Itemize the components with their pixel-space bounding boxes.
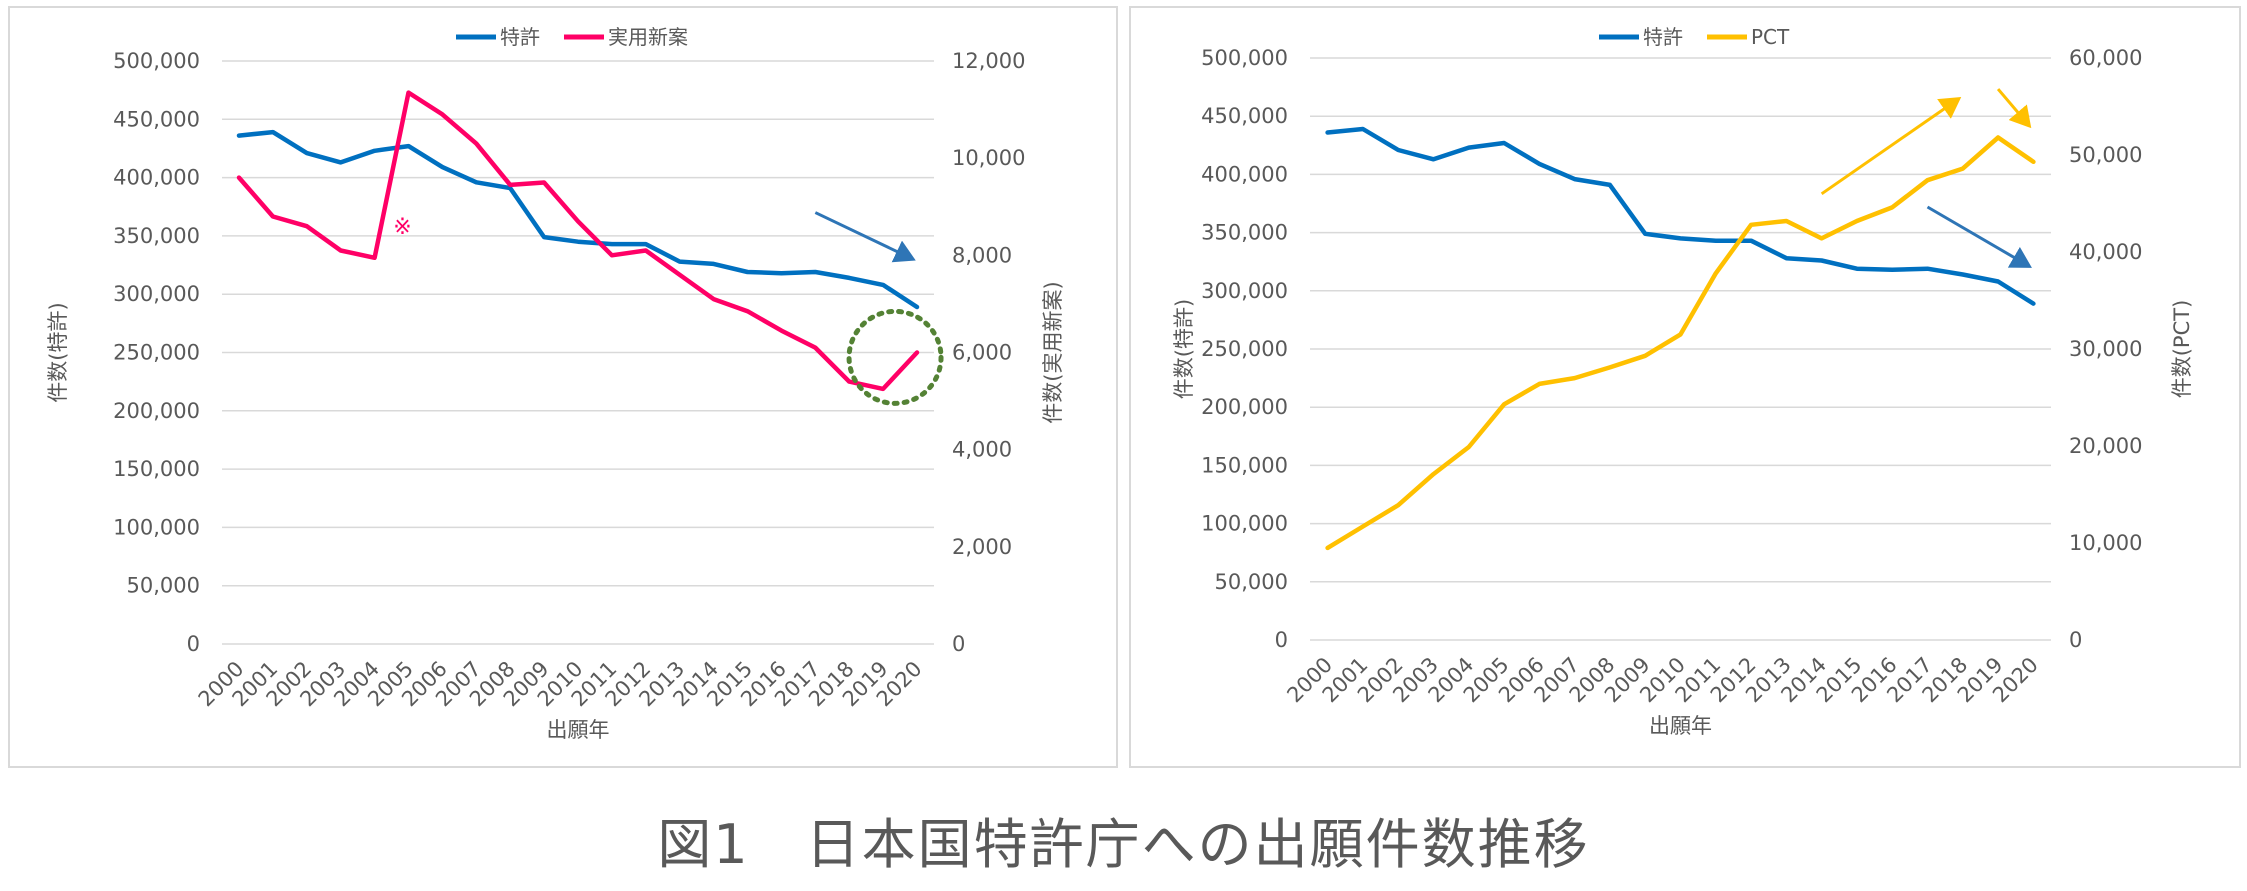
y-left-tick-label: 500,000 <box>113 49 200 73</box>
legend-label: 特許 <box>1643 25 1683 49</box>
trend-arrow <box>1926 205 2032 268</box>
y-right-tick-label: 20,000 <box>2069 434 2142 458</box>
x-axis-title: 出願年 <box>547 718 610 742</box>
y-left-tick-label: 500,000 <box>1201 46 1288 70</box>
note-mark: ※ <box>393 215 411 240</box>
x-axis-title: 出願年 <box>1649 714 1712 738</box>
trend-arrow <box>1996 88 2032 129</box>
y-left-tick-label: 450,000 <box>1201 104 1288 128</box>
y-right-tick-label: 2,000 <box>952 535 1012 559</box>
series-line-left <box>1325 126 2036 306</box>
y-right-tick-label: 50,000 <box>2069 143 2142 167</box>
y-left-tick-label: 100,000 <box>1201 512 1288 536</box>
right-chart-panel: 0 50,000 100,000 150,000 200,000 250,000 300,0… <box>1129 6 2241 768</box>
y-right-axis-title: 件数(実用新案) <box>1041 281 1065 423</box>
legend-label: 特許 <box>500 25 540 49</box>
y-left-tick-label: 50,000 <box>1215 570 1288 594</box>
y-right-tick-label: 60,000 <box>2069 46 2142 70</box>
y-left-axis-title: 件数(特許) <box>46 302 70 402</box>
y-right-tick-label: 6,000 <box>952 341 1012 365</box>
legend-label: 実用新案 <box>608 25 688 49</box>
y-right-tick-label: 40,000 <box>2069 240 2142 264</box>
trend-arrow <box>1820 97 1962 196</box>
y-left-tick-label: 200,000 <box>113 399 200 423</box>
y-left-tick-label: 0 <box>187 632 200 656</box>
figure-caption: 図1 日本国特許庁への出願件数推移 <box>657 813 1590 876</box>
y-right-axis-title: 件数(PCT) <box>2170 300 2194 399</box>
y-left-tick-label: 300,000 <box>113 282 200 306</box>
highlight-circle <box>846 308 944 406</box>
y-left-tick-label: 300,000 <box>1201 279 1288 303</box>
left-chart-panel: 0 50,000 100,000 150,000 200,000 250,000 300,0… <box>8 6 1118 768</box>
y-left-tick-label: 350,000 <box>113 224 200 248</box>
y-left-tick-label: 250,000 <box>113 341 200 365</box>
trend-arrow <box>814 211 916 263</box>
y-left-tick-label: 100,000 <box>113 515 200 539</box>
y-left-tick-label: 0 <box>1275 628 1288 652</box>
y-right-tick-label: 4,000 <box>952 438 1012 462</box>
y-right-tick-label: 30,000 <box>2069 337 2142 361</box>
left-chart: 0 50,000 100,000 150,000 200,000 250,000 300,0… <box>46 25 1065 742</box>
y-left-tick-label: 150,000 <box>113 457 200 481</box>
series-line-right <box>236 90 920 392</box>
y-left-tick-label: 450,000 <box>113 107 200 131</box>
y-left-tick-label: 400,000 <box>113 166 200 190</box>
y-left-tick-label: 350,000 <box>1201 221 1288 245</box>
y-left-tick-label: 200,000 <box>1201 395 1288 419</box>
y-right-tick-label: 10,000 <box>2069 531 2142 555</box>
legend-label: PCT <box>1751 25 1790 49</box>
y-right-tick-label: 0 <box>952 632 965 656</box>
y-left-tick-label: 50,000 <box>127 574 200 598</box>
y-right-tick-label: 10,000 <box>952 146 1025 170</box>
y-right-tick-label: 8,000 <box>952 243 1012 267</box>
series-line-right <box>1325 135 2036 551</box>
y-left-axis-title: 件数(特許) <box>1172 299 1196 399</box>
right-chart: 0 50,000 100,000 150,000 200,000 250,000 300,0… <box>1172 25 2194 738</box>
y-left-tick-label: 400,000 <box>1201 162 1288 186</box>
y-right-tick-label: 0 <box>2069 628 2082 652</box>
y-left-tick-label: 250,000 <box>1201 337 1288 361</box>
y-left-tick-label: 150,000 <box>1201 453 1288 477</box>
series-line-left <box>236 129 920 310</box>
y-right-tick-label: 12,000 <box>952 49 1025 73</box>
